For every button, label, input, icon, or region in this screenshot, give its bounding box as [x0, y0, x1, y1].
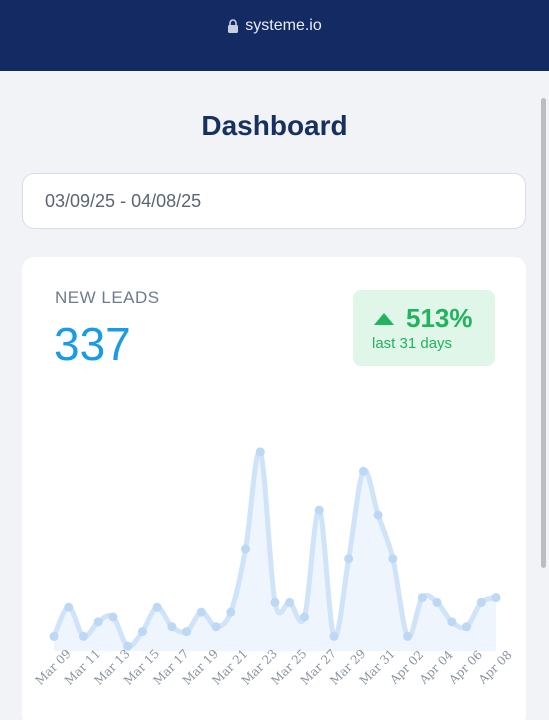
leads-total: 337: [54, 318, 131, 370]
series-area: [54, 451, 496, 651]
data-point[interactable]: [344, 554, 354, 564]
lock-icon: [227, 19, 239, 33]
url-text: systeme.io: [245, 17, 322, 34]
data-point[interactable]: [417, 593, 427, 603]
data-point[interactable]: [182, 627, 192, 637]
card-label: NEW LEADS: [55, 288, 160, 307]
new-leads-card: NEW LEADS 337 513% last 31 days Mar 09 Ma…: [22, 257, 526, 720]
data-point[interactable]: [270, 597, 280, 607]
data-point[interactable]: [64, 602, 74, 612]
data-point[interactable]: [211, 622, 221, 632]
data-point[interactable]: [196, 607, 206, 617]
change-period: last 31 days: [372, 335, 453, 352]
data-point[interactable]: [373, 510, 383, 520]
browser-top-bar: systeme.io: [0, 0, 549, 71]
change-badge: 513% last 31 days: [353, 290, 495, 366]
arrow-up-icon: [374, 313, 394, 325]
data-point[interactable]: [49, 631, 59, 641]
date-range-picker[interactable]: 03/09/25 - 04/08/25: [22, 173, 526, 229]
data-point[interactable]: [78, 631, 88, 641]
data-point[interactable]: [255, 447, 265, 457]
date-range-value: 03/09/25 - 04/08/25: [45, 190, 202, 211]
data-point[interactable]: [299, 612, 309, 622]
data-point[interactable]: [358, 466, 368, 476]
data-point[interactable]: [241, 544, 251, 554]
data-point[interactable]: [314, 505, 324, 515]
address-bar[interactable]: systeme.io: [0, 17, 549, 35]
data-point[interactable]: [403, 631, 413, 641]
data-point[interactable]: [491, 593, 501, 603]
data-point[interactable]: [388, 554, 398, 564]
data-point[interactable]: [329, 631, 339, 641]
change-percent: 513%: [406, 303, 473, 333]
data-point[interactable]: [447, 617, 457, 627]
data-point[interactable]: [226, 607, 236, 617]
data-point[interactable]: [123, 641, 133, 651]
data-point[interactable]: [108, 612, 118, 622]
data-point[interactable]: [432, 597, 442, 607]
scrollbar[interactable]: [541, 98, 546, 568]
data-point[interactable]: [152, 602, 162, 612]
data-point[interactable]: [137, 627, 147, 637]
data-point[interactable]: [462, 622, 472, 632]
page-title: Dashboard: [201, 110, 348, 141]
data-point[interactable]: [93, 617, 103, 627]
data-point[interactable]: [167, 622, 177, 632]
data-point[interactable]: [476, 597, 486, 607]
data-point[interactable]: [285, 597, 295, 607]
